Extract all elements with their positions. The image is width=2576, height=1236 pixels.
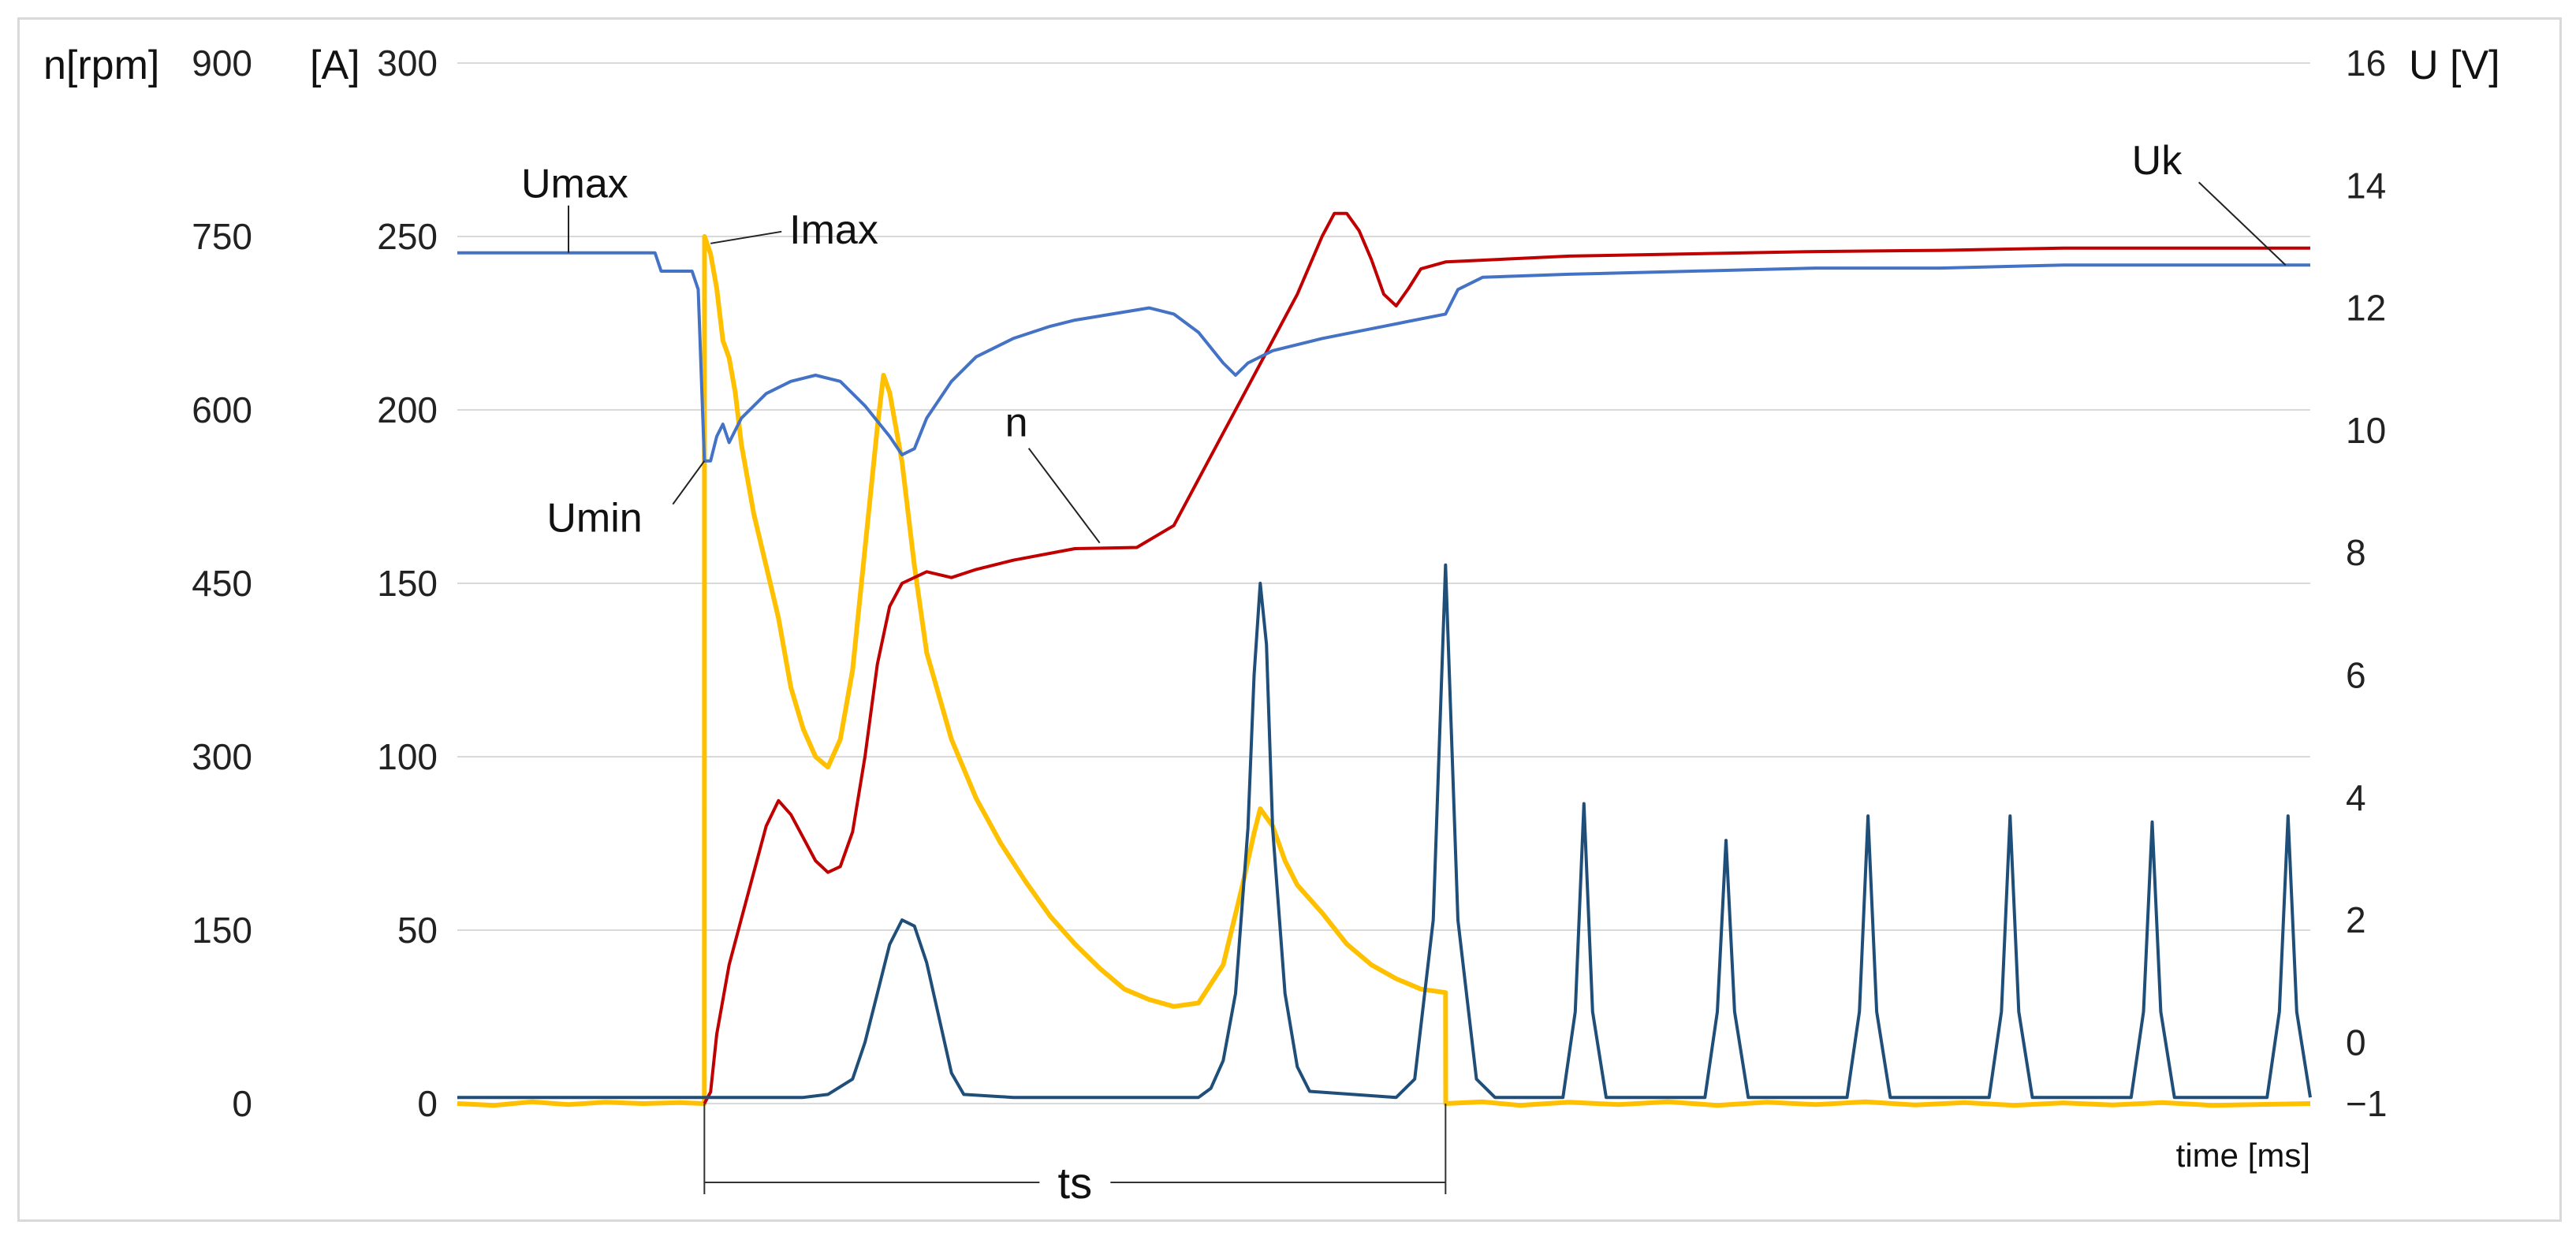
tick-label-u-8: 8 bbox=[2346, 532, 2366, 573]
tick-label-n-300: 300 bbox=[192, 736, 252, 777]
grid-layer bbox=[457, 62, 2310, 1104]
tick-label-n-600: 600 bbox=[192, 389, 252, 430]
tick-label-i-200: 200 bbox=[377, 389, 438, 430]
tick-label-u-14: 14 bbox=[2346, 165, 2386, 206]
annotation-imax: Imax bbox=[789, 207, 878, 253]
annotation-uk: Uk bbox=[2132, 138, 2183, 184]
tick-label-i-100: 100 bbox=[377, 736, 438, 777]
tick-label-n-900: 900 bbox=[192, 43, 252, 84]
tick-label-i-300: 300 bbox=[377, 43, 438, 84]
series-line-u bbox=[457, 251, 2310, 463]
tick-label-n-0: 0 bbox=[232, 1083, 252, 1124]
tick-label-u-0: 0 bbox=[2346, 1022, 2366, 1063]
annotation-umin: Umin bbox=[546, 496, 642, 542]
axis-title-u: U [V] bbox=[2409, 43, 2500, 88]
series-layer bbox=[457, 211, 2312, 1108]
axis-title-i: [A] bbox=[310, 43, 360, 88]
tick-label-u-6: 6 bbox=[2346, 654, 2366, 695]
tick-label-i-150: 150 bbox=[377, 563, 438, 604]
ts-label-bg bbox=[1039, 1152, 1111, 1208]
tick-label-u-4: 4 bbox=[2346, 777, 2366, 818]
series-line-i bbox=[457, 234, 2311, 1108]
tick-label-i-0: 0 bbox=[417, 1083, 438, 1124]
ts-label: ts bbox=[1058, 1158, 1093, 1208]
series-line-n bbox=[703, 211, 2310, 1104]
tick-label-n-750: 750 bbox=[192, 216, 252, 257]
annotation-umax: Umax bbox=[521, 162, 628, 207]
tick-label-u-12: 12 bbox=[2346, 288, 2386, 329]
tick-label-n-450: 450 bbox=[192, 563, 252, 604]
leader-n bbox=[1027, 448, 1101, 544]
tick-label-i-250: 250 bbox=[377, 216, 438, 257]
leader-imax bbox=[710, 230, 782, 244]
leader-umin bbox=[672, 460, 706, 505]
annotation-n: n bbox=[1005, 400, 1028, 446]
tick-label-u-2: 2 bbox=[2346, 899, 2366, 940]
series-line-pulses bbox=[457, 563, 2312, 1100]
tick-label-u-16: 16 bbox=[2346, 43, 2386, 84]
tick-label-u-10: 10 bbox=[2346, 410, 2386, 451]
tick-label-n-150: 150 bbox=[192, 910, 252, 951]
axis-title-n: n[rpm] bbox=[43, 43, 159, 88]
tick-label-u--1: −1 bbox=[2346, 1083, 2387, 1124]
chart: 0 150 300 450 600 750 900 0 50 100 150 200 250 300 −1 0… bbox=[43, 43, 2500, 1208]
tick-label-i-50: 50 bbox=[397, 910, 438, 951]
chart-frame: 0 150 300 450 600 750 900 0 50 100 150 200 250 300 −1 0… bbox=[17, 17, 2562, 1222]
leader-uk bbox=[2198, 181, 2287, 266]
ts-bracket: ts bbox=[703, 1104, 1447, 1208]
tick-layer: 0 150 300 450 600 750 900 0 50 100 150 200 250 300 −1 0… bbox=[192, 43, 2387, 1124]
x-axis-label: time [ms] bbox=[2176, 1137, 2310, 1174]
annotation-layer: Umax Imax Umin n Uk bbox=[521, 138, 2287, 544]
